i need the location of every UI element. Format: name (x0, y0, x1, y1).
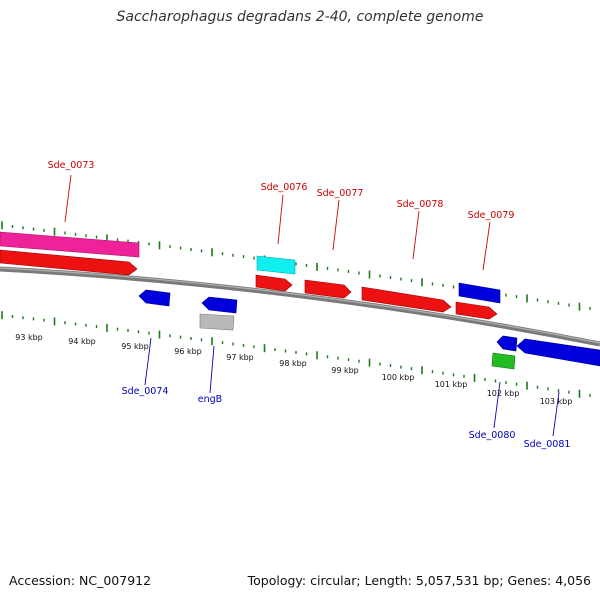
gene-sde-0074[interactable] (138, 289, 171, 307)
label-sde-0077: Sde_0077 (317, 188, 364, 199)
label-sde-0074: Sde_0074 (122, 386, 169, 397)
lower-tick-track (1, 311, 591, 398)
label-sde-0081: Sde_0081 (524, 439, 571, 450)
gene-engb[interactable] (201, 296, 238, 314)
label-sde-0076: Sde_0076 (261, 182, 308, 193)
kbp-label: 97 kbp (226, 353, 254, 362)
gene-green[interactable] (491, 352, 516, 370)
gene-blue-outer[interactable] (458, 282, 501, 304)
label-sde-0080: Sde_0080 (469, 430, 516, 441)
kbp-label: 102 kbp (487, 389, 520, 398)
gene-sde-0080[interactable] (496, 335, 518, 352)
label-sde-0079: Sde_0079 (468, 210, 515, 221)
gene-gray[interactable] (199, 313, 235, 331)
kbp-label: 99 kbp (331, 366, 359, 375)
accession-text: Accession: NC_007912 (9, 573, 152, 588)
kbp-label: 95 kbp (121, 342, 149, 351)
gene-cyan[interactable] (256, 255, 296, 275)
kbp-label: 93 kbp (15, 333, 43, 342)
genome-summary: Topology: circular; Length: 5,057,531 bp… (247, 573, 591, 588)
gene-sde-0073-pink[interactable] (0, 231, 140, 258)
forward-label-leaders (64, 174, 491, 271)
kbp-label: 100 kbp (382, 373, 415, 382)
genome-backbone (0, 266, 600, 347)
kbp-label: 103 kbp (540, 397, 573, 406)
map-title: Saccharophagus degradans 2-40, complete … (116, 9, 484, 25)
kbp-label: 96 kbp (174, 347, 202, 356)
gene-sde-0077[interactable] (304, 279, 352, 299)
kbp-label: 94 kbp (68, 337, 96, 346)
gene-sde-0078[interactable] (361, 286, 452, 313)
gene-sde-0076[interactable] (255, 274, 293, 292)
gene-sde-0079[interactable] (455, 301, 498, 320)
reverse-label-leaders (144, 337, 560, 437)
kbp-label: 101 kbp (435, 380, 468, 389)
label-sde-0073: Sde_0073 (48, 160, 95, 171)
label-sde-0078: Sde_0078 (397, 199, 444, 210)
gene-sde-0073-red[interactable] (0, 249, 138, 276)
label-engb: engB (198, 394, 222, 405)
kbp-label: 98 kbp (279, 359, 307, 368)
genome-backbone-highlight (0, 267, 600, 344)
gene-sde-0081[interactable] (516, 338, 600, 367)
